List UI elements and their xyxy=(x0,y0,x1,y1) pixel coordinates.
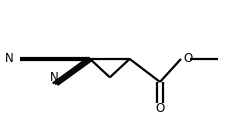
Text: N: N xyxy=(5,52,14,65)
Text: O: O xyxy=(183,52,192,65)
Text: O: O xyxy=(155,102,164,115)
Text: N: N xyxy=(50,71,58,84)
